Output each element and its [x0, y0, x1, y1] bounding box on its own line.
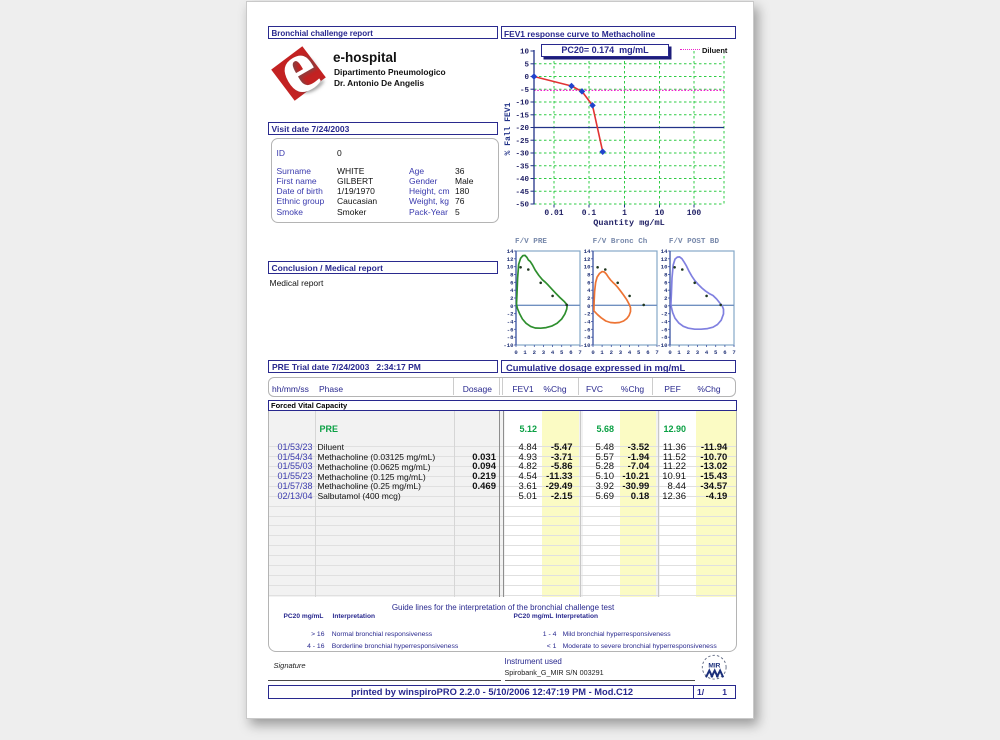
- svg-text:12: 12: [661, 256, 668, 263]
- svg-text:14: 14: [661, 248, 668, 255]
- svg-text:6: 6: [510, 279, 514, 286]
- svg-text:4: 4: [587, 287, 591, 294]
- svg-text:-6: -6: [507, 326, 514, 333]
- svg-text:-2: -2: [507, 311, 514, 318]
- svg-text:2: 2: [687, 349, 691, 356]
- svg-text:1: 1: [523, 349, 527, 356]
- svg-text:-10: -10: [657, 342, 668, 349]
- svg-text:-5: -5: [520, 87, 530, 95]
- svg-text:F/V PRE: F/V PRE: [515, 238, 547, 246]
- svg-text:0: 0: [664, 303, 668, 310]
- svg-text:-10: -10: [580, 342, 591, 349]
- svg-text:-6: -6: [584, 326, 591, 333]
- svg-text:14: 14: [507, 248, 514, 255]
- svg-text:2: 2: [587, 295, 591, 302]
- svg-text:0: 0: [591, 349, 595, 356]
- svg-text:-40: -40: [515, 176, 529, 184]
- svg-text:0.1: 0.1: [582, 209, 597, 218]
- svg-text:0: 0: [524, 74, 529, 82]
- svg-text:4: 4: [705, 349, 709, 356]
- svg-text:-2: -2: [661, 311, 668, 318]
- svg-text:7: 7: [732, 349, 735, 356]
- svg-text:-6: -6: [661, 326, 668, 333]
- svg-text:0: 0: [514, 349, 518, 356]
- svg-text:-4: -4: [507, 319, 514, 326]
- svg-text:Quantity mg/mL: Quantity mg/mL: [593, 218, 664, 228]
- svg-text:2: 2: [664, 295, 668, 302]
- svg-text:-10: -10: [515, 100, 529, 108]
- svg-text:-15: -15: [515, 112, 529, 120]
- svg-text:6: 6: [664, 279, 668, 286]
- svg-text:% Fall FEV1: % Fall FEV1: [504, 102, 513, 155]
- svg-text:-2: -2: [584, 311, 591, 318]
- svg-text:12: 12: [584, 256, 591, 263]
- svg-text:2: 2: [510, 295, 514, 302]
- svg-text:8: 8: [510, 272, 514, 279]
- svg-text:5: 5: [560, 349, 564, 356]
- svg-text:8: 8: [664, 272, 668, 279]
- svg-text:-8: -8: [584, 334, 591, 341]
- svg-text:-50: -50: [515, 202, 529, 210]
- svg-text:-45: -45: [515, 189, 529, 197]
- svg-text:-4: -4: [584, 319, 591, 326]
- svg-text:8: 8: [587, 272, 591, 279]
- svg-text:0.01: 0.01: [544, 209, 563, 218]
- svg-text:1: 1: [600, 349, 604, 356]
- svg-text:10: 10: [655, 209, 665, 218]
- svg-text:0: 0: [587, 303, 591, 310]
- svg-text:1: 1: [622, 209, 627, 218]
- svg-text:4: 4: [628, 349, 632, 356]
- svg-text:1: 1: [677, 349, 681, 356]
- svg-text:3: 3: [696, 349, 700, 356]
- svg-text:-10: -10: [503, 342, 514, 349]
- svg-text:6: 6: [723, 349, 727, 356]
- svg-text:10: 10: [507, 264, 514, 271]
- svg-text:100: 100: [687, 209, 702, 218]
- svg-text:7: 7: [578, 349, 581, 356]
- svg-text:5: 5: [637, 349, 641, 356]
- svg-text:7: 7: [655, 349, 658, 356]
- svg-text:4: 4: [664, 287, 668, 294]
- svg-text:0: 0: [668, 349, 672, 356]
- svg-text:2: 2: [610, 349, 614, 356]
- svg-text:MIR: MIR: [708, 662, 720, 669]
- svg-text:5: 5: [714, 349, 718, 356]
- svg-text:4: 4: [551, 349, 555, 356]
- svg-text:2: 2: [533, 349, 537, 356]
- svg-text:5: 5: [524, 61, 529, 69]
- svg-text:-30: -30: [515, 151, 529, 159]
- svg-text:6: 6: [569, 349, 573, 356]
- svg-text:-35: -35: [515, 163, 529, 171]
- svg-text:-4: -4: [661, 319, 668, 326]
- svg-text:12: 12: [507, 256, 514, 263]
- svg-text:4: 4: [510, 287, 514, 294]
- svg-text:-8: -8: [507, 334, 514, 341]
- svg-text:6: 6: [646, 349, 650, 356]
- svg-text:F/V Bronc Ch: F/V Bronc Ch: [593, 238, 648, 246]
- svg-text:3: 3: [542, 349, 546, 356]
- svg-text:F/V POST BD: F/V POST BD: [669, 238, 720, 246]
- svg-text:10: 10: [584, 264, 591, 271]
- svg-text:-20: -20: [515, 125, 529, 133]
- svg-text:-8: -8: [661, 334, 668, 341]
- svg-text:-25: -25: [515, 138, 529, 146]
- svg-text:10: 10: [661, 264, 668, 271]
- svg-text:0: 0: [510, 303, 514, 310]
- svg-text:14: 14: [584, 248, 591, 255]
- svg-text:10: 10: [520, 49, 530, 57]
- svg-text:3: 3: [619, 349, 623, 356]
- svg-text:6: 6: [587, 279, 591, 286]
